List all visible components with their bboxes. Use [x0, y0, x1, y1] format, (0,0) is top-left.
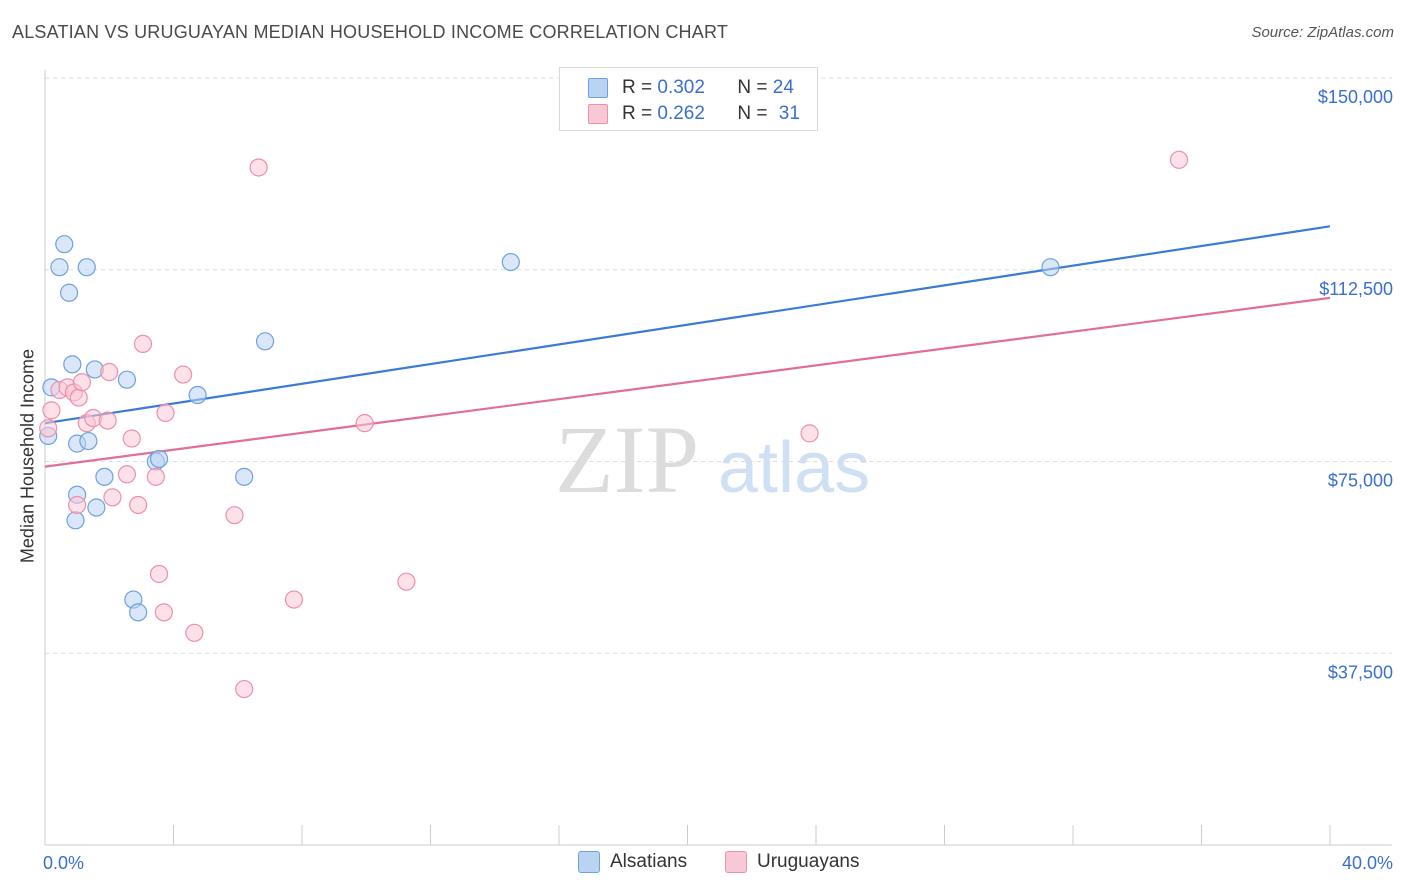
uruguayan-point[interactable]	[154, 603, 173, 622]
watermark: ZIP atlas	[555, 406, 870, 513]
uruguayan-point[interactable]	[68, 495, 87, 515]
legend-label-alsatians: Alsatians	[610, 851, 688, 872]
alsatian-point[interactable]	[1041, 258, 1060, 277]
uruguayan-point[interactable]	[156, 403, 175, 423]
uruguayan-point[interactable]	[146, 467, 165, 486]
watermark-atlas: atlas	[718, 428, 870, 508]
y-tick-label: $75,000	[1328, 471, 1393, 491]
uruguayan-point[interactable]	[98, 411, 117, 430]
data-points	[39, 150, 1189, 699]
uruguayan-point[interactable]	[72, 373, 92, 392]
alsatian-point[interactable]	[50, 258, 69, 277]
alsatian-point[interactable]	[87, 498, 106, 517]
uruguayan-point[interactable]	[117, 465, 137, 484]
uruguayan-point[interactable]	[39, 419, 58, 438]
uruguayan-point[interactable]	[103, 488, 122, 507]
x-tick-label-min: 0.0%	[43, 853, 85, 873]
alsatian-trend-line	[44, 225, 1331, 425]
legend-swatch-uruguayans	[725, 851, 747, 873]
legend-row-uruguayans: R = 0.262 N = 31	[588, 102, 800, 126]
uruguayan-point[interactable]	[397, 572, 416, 591]
alsatian-point[interactable]	[59, 283, 79, 302]
alsatian-point[interactable]	[188, 385, 207, 405]
r-value-alsatians: 0.302	[657, 77, 705, 98]
alsatian-point[interactable]	[66, 511, 85, 530]
legend-swatch-alsatians	[578, 851, 600, 873]
chart-title: ALSATIAN VS URUGUAYAN MEDIAN HOUSEHOLD I…	[12, 22, 729, 42]
alsatian-point[interactable]	[149, 449, 169, 469]
n-value-alsatians: 24	[772, 77, 794, 98]
uruguayan-point[interactable]	[355, 414, 374, 433]
uruguayan-point[interactable]	[800, 424, 819, 443]
alsatian-point[interactable]	[501, 252, 520, 272]
uruguayan-point[interactable]	[129, 495, 148, 515]
uruguayan-point[interactable]	[225, 506, 244, 525]
alsatian-point[interactable]	[55, 235, 74, 254]
legend-swatch-uruguayans	[588, 104, 608, 124]
legend-row-alsatians: R = 0.302 N = 24	[588, 76, 794, 100]
uruguayan-point[interactable]	[284, 590, 304, 609]
alsatian-point[interactable]	[79, 431, 98, 451]
trend-lines	[44, 225, 1331, 468]
legend-item-alsatians[interactable]: Alsatians	[578, 851, 687, 873]
uruguayan-point[interactable]	[133, 334, 153, 353]
y-tick-label: $112,500	[1319, 279, 1393, 299]
alsatian-point[interactable]	[63, 355, 82, 374]
alsatian-point[interactable]	[255, 332, 275, 351]
y-tick-label: $37,500	[1328, 662, 1393, 682]
source-label: Source: ZipAtlas.com	[1251, 24, 1394, 41]
uruguayan-point[interactable]	[1169, 150, 1189, 169]
r-value-uruguayans: 0.262	[657, 103, 705, 124]
grid-lines	[45, 77, 1392, 654]
series-legend: Alsatians Uruguayans	[0, 851, 1406, 877]
uruguayan-point[interactable]	[249, 158, 268, 177]
uruguayan-point[interactable]	[149, 564, 169, 584]
alsatian-point[interactable]	[117, 370, 137, 389]
uruguayan-point[interactable]	[69, 388, 88, 407]
alsatian-point[interactable]	[129, 603, 148, 622]
alsatian-point[interactable]	[95, 467, 114, 486]
n-label: N =	[737, 77, 768, 98]
y-tick-labels: $37,500 $75,000 $112,500 $150,000	[1318, 87, 1393, 682]
legend-label-uruguayans: Uruguayans	[757, 851, 860, 872]
n-value-uruguayans: 31	[778, 103, 800, 124]
uruguayan-point[interactable]	[174, 365, 193, 384]
uruguayan-point[interactable]	[235, 679, 254, 699]
correlation-legend: R = 0.302 N = 24 R = 0.262 N = 31	[559, 67, 818, 131]
n-label: N =	[737, 103, 768, 124]
r-label: R =	[622, 77, 653, 98]
watermark-zip: ZIP	[555, 406, 699, 513]
alsatian-point[interactable]	[77, 258, 96, 277]
legend-swatch-alsatians	[588, 78, 608, 98]
y-tick-label: $150,000	[1318, 87, 1393, 107]
axes	[44, 70, 1392, 846]
uruguayan-trend-line	[44, 296, 1331, 468]
uruguayan-point[interactable]	[122, 429, 141, 448]
alsatian-point[interactable]	[235, 467, 254, 486]
r-label: R =	[622, 103, 653, 124]
uruguayan-point[interactable]	[185, 623, 204, 642]
uruguayan-point[interactable]	[100, 362, 119, 382]
legend-item-uruguayans[interactable]: Uruguayans	[725, 851, 859, 873]
uruguayan-point[interactable]	[42, 401, 61, 420]
x-tick-label-max: 40.0%	[1341, 853, 1393, 873]
